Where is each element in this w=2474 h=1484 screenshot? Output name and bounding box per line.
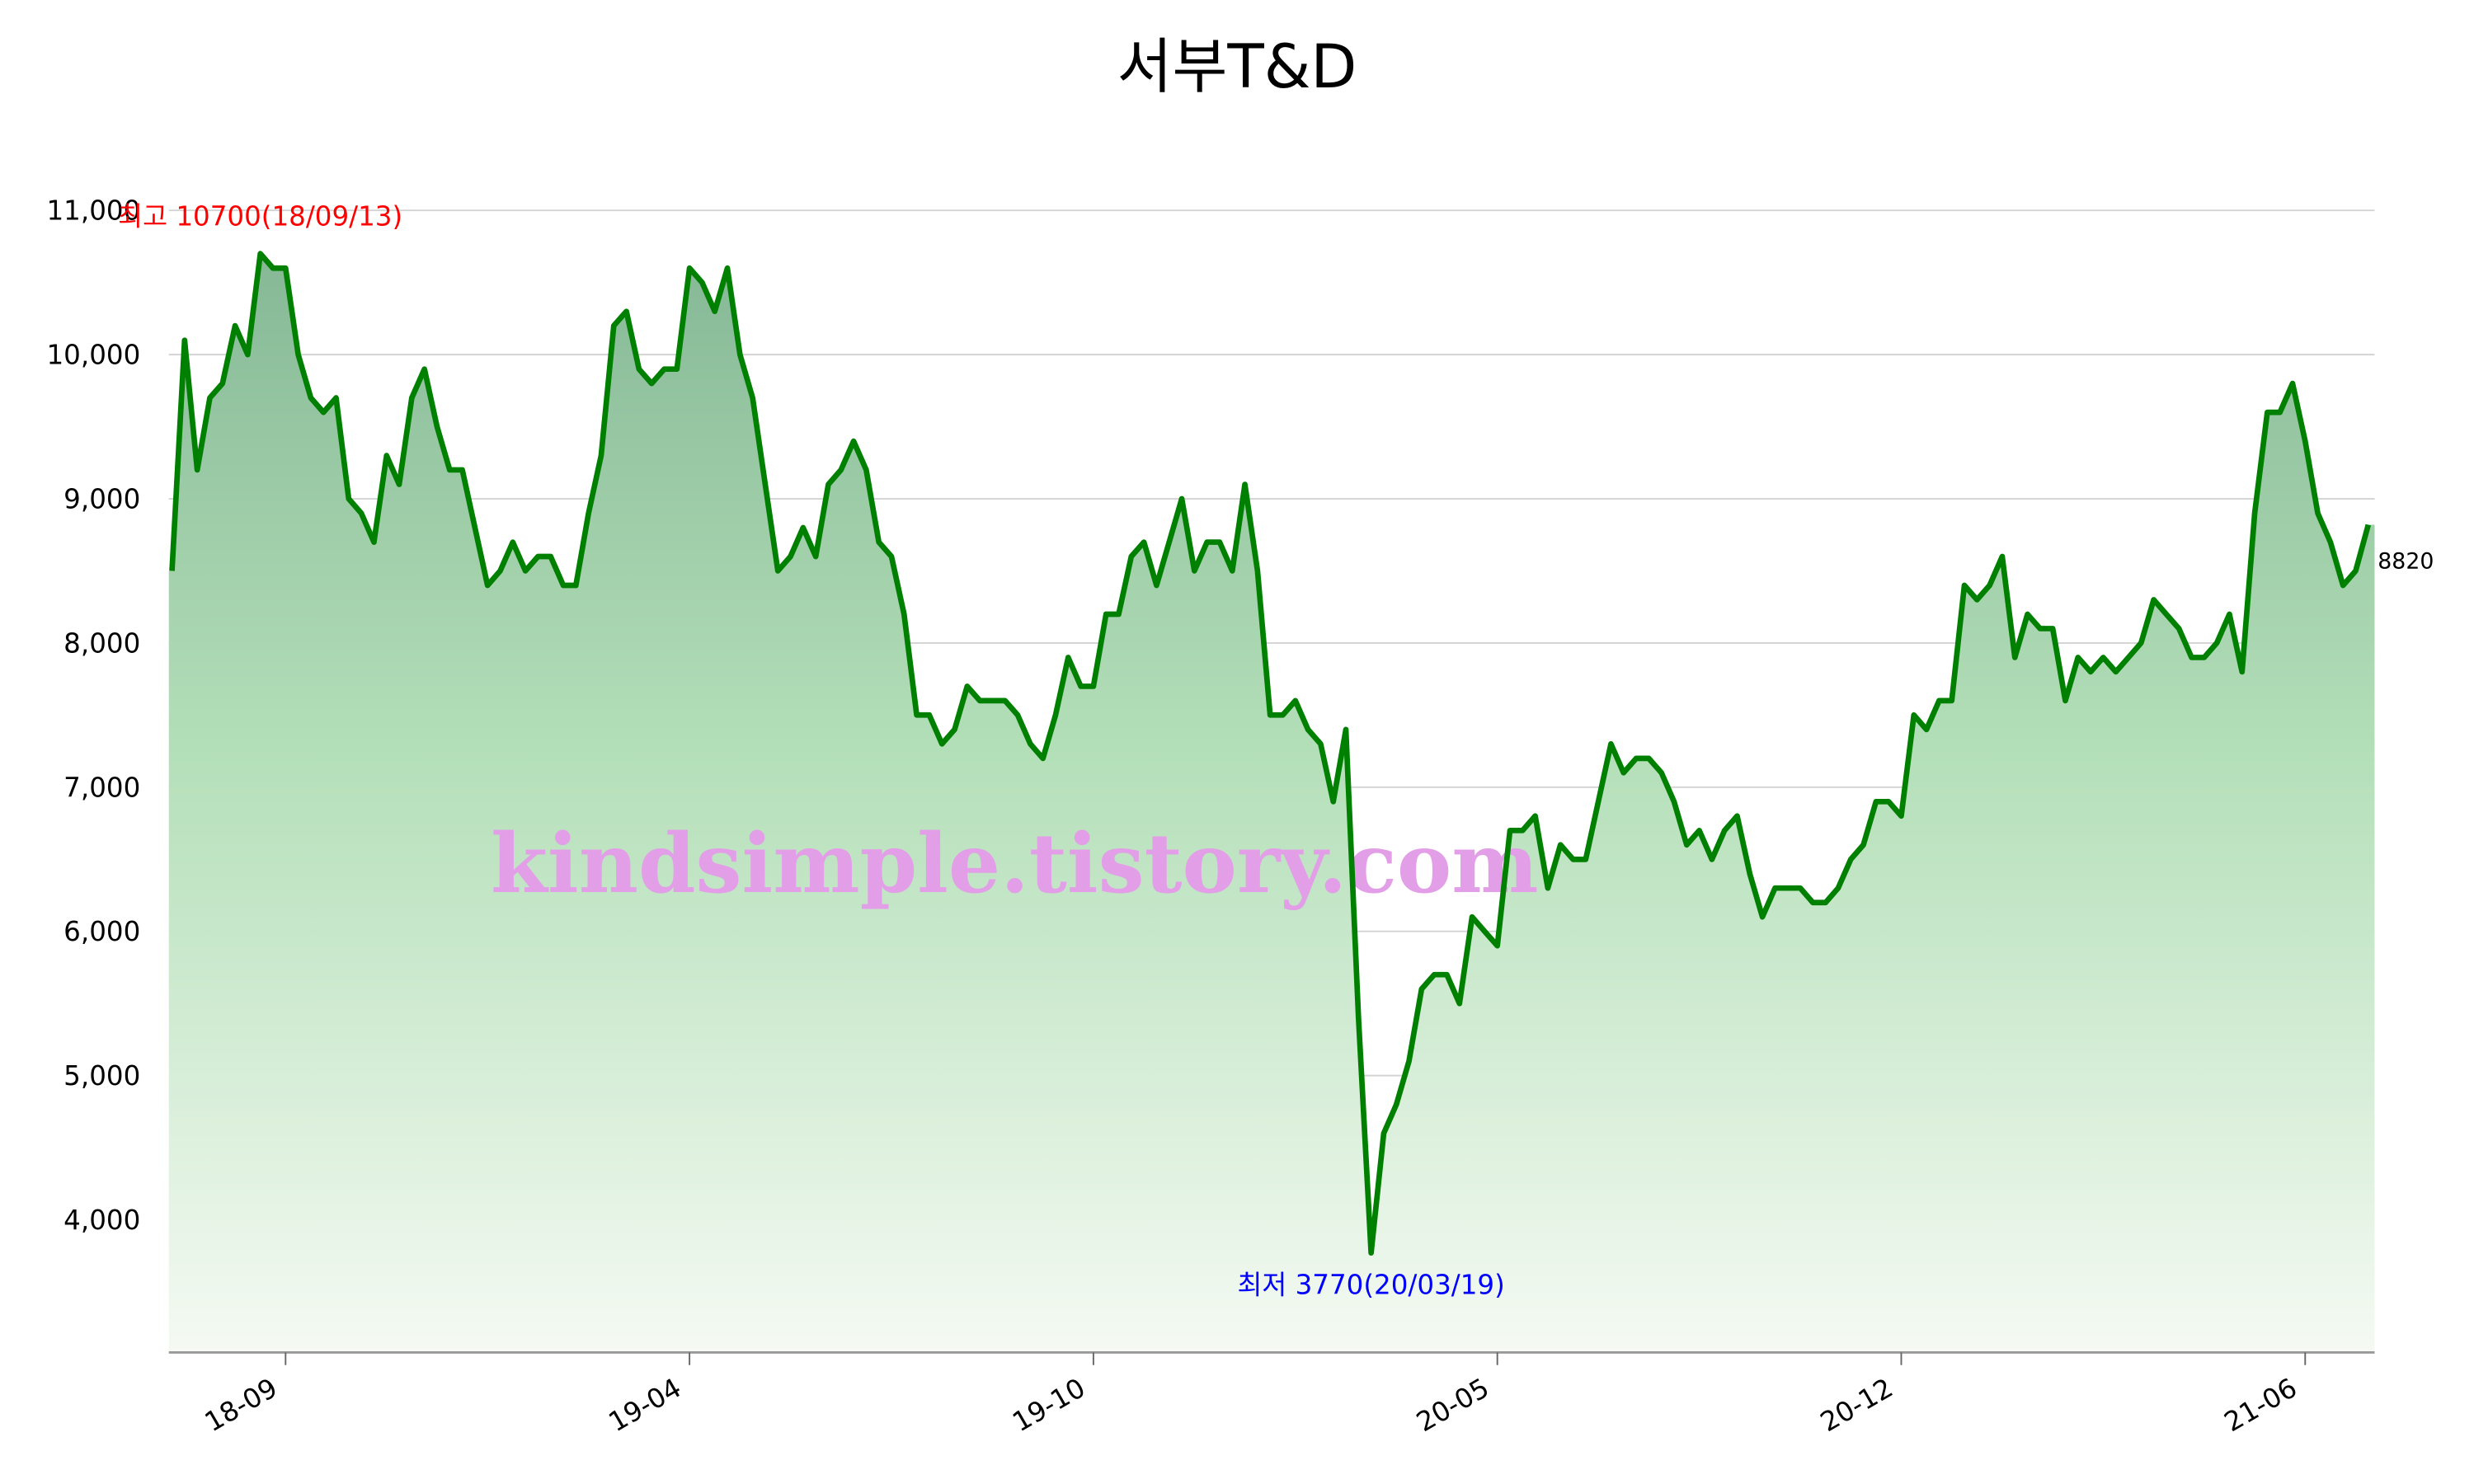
price-line	[169, 251, 2372, 1256]
y-tick-label: 4,000	[63, 1205, 140, 1236]
x-tick-label: 19-04	[604, 1372, 687, 1438]
last-value-label: 8820	[2378, 549, 2434, 575]
y-tick-label: 7,000	[63, 772, 140, 803]
x-tick-label: 18-09	[200, 1372, 283, 1438]
y-tick-label: 10,000	[46, 340, 140, 371]
area-fill	[168, 253, 2375, 1353]
y-tick-label: 6,000	[63, 916, 140, 947]
max-annotation: 최고 10700(18/09/13)	[118, 200, 402, 232]
min-annotation: 최저 3770(20/03/19)	[1237, 1269, 1504, 1300]
x-tick-label: 19-10	[1007, 1372, 1090, 1438]
x-tick-label: 20-12	[1815, 1372, 1898, 1438]
watermark: kindsimple.tistory.com	[491, 816, 1538, 912]
x-tick-label: 21-06	[2219, 1372, 2302, 1438]
y-tick-label: 5,000	[63, 1060, 140, 1092]
x-tick-label: 20-05	[1411, 1372, 1494, 1438]
y-tick-label: 9,000	[63, 484, 140, 515]
y-tick-label: 8,000	[63, 627, 140, 659]
chart-title: 서부T&D	[1117, 33, 1357, 102]
y-tick-label: 11,000	[46, 195, 140, 227]
